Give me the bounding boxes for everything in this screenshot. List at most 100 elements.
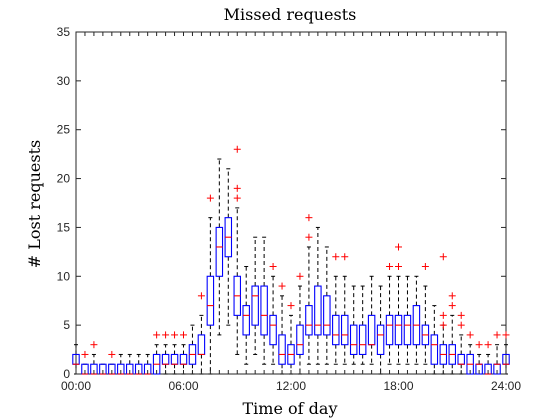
outlier-marker [81,350,89,358]
iqr-box [403,314,412,346]
y-tick-label: 15 [57,220,71,234]
box-group [224,168,233,326]
iqr-box [340,314,349,346]
iqr-box [260,285,268,336]
y-axis-label: # Lost requests [25,140,44,268]
box-group [466,331,474,375]
outlier-marker [287,302,295,310]
iqr-box [305,305,313,336]
outlier-marker [439,311,447,319]
y-tick-label: 30 [57,74,71,88]
y-tick-label: 5 [63,318,70,332]
outlier-marker [484,341,492,349]
iqr-box [278,334,286,365]
iqr-box [376,324,385,356]
box-group [349,285,358,365]
outlier-marker [332,253,340,261]
outlier-marker [233,194,241,202]
outlier-marker [278,282,286,290]
outlier-marker [162,331,170,339]
outlier-marker [341,253,349,261]
outlier-marker [180,331,187,339]
outlier-marker [421,263,429,271]
x-tick-label: 24:00 [491,379,521,393]
y-tick-label: 20 [57,172,71,186]
box-group [305,214,313,365]
box-group [385,263,394,365]
outlier-marker [296,272,304,280]
outlier-marker [171,331,179,339]
outlier-marker [502,331,510,339]
iqr-box [242,305,250,336]
box-group [457,311,465,375]
iqr-box [385,314,394,346]
box-group [323,246,331,365]
outlier-marker [305,233,313,241]
outlier-marker [457,311,465,319]
outlier-marker [153,331,161,339]
outlier-marker [305,214,313,222]
outlier-marker [233,184,241,192]
iqr-box [296,324,304,356]
box-group [367,275,376,365]
iqr-box [430,334,439,365]
box-group [206,194,215,375]
iqr-box [269,314,277,346]
iqr-box [394,314,403,346]
iqr-box [332,314,340,346]
iqr-box [358,324,367,356]
outlier-marker [386,263,394,271]
box-group [314,226,322,365]
box-group [430,305,439,375]
outlier-marker [466,331,474,339]
box-group [403,275,412,365]
outlier-marker [448,292,456,300]
outlier-marker [493,331,501,339]
box-group [215,158,224,336]
box-group [394,243,403,365]
outlier-marker [90,341,98,349]
iqr-box [215,226,224,277]
box-group [332,253,340,365]
iqr-box [251,285,259,326]
box-group [242,266,250,365]
x-tick-label: 06:00 [168,379,198,393]
outlier-marker [269,263,277,271]
box-group [233,145,242,355]
outlier-marker [439,321,447,329]
outlier-marker [448,302,456,310]
outlier-marker [457,321,465,329]
y-tick-label: 25 [57,123,71,137]
x-tick-label: 12:00 [276,379,306,393]
outlier-marker [475,341,483,349]
y-tick-label: 35 [57,25,71,39]
x-axis-label: Time of day [243,399,338,418]
box-group [260,236,268,365]
chart-title: Missed requests [224,5,357,24]
y-tick-label: 0 [63,367,70,381]
box-group [269,263,277,365]
iqr-box [349,324,358,356]
x-tick-label: 00:00 [61,379,91,393]
box-group [439,253,448,375]
y-tick-label: 10 [57,269,71,283]
outlier-marker [108,350,116,358]
outlier-marker [395,263,402,271]
x-axis-ticks: 00:00 06:00 12:00 18:00 24:00 [61,32,521,393]
box-group [358,285,367,365]
outlier-marker [439,253,447,261]
outlier-marker [197,292,205,300]
outlier-marker [233,145,241,153]
y-axis-ticks: 0 5 10 15 20 25 30 35 [57,25,506,381]
outlier-marker [206,194,214,202]
box-group [412,275,421,365]
box-group [421,263,430,365]
box-group [251,236,259,355]
iqr-box [323,295,331,336]
outlier-marker [395,243,402,251]
box-group [340,253,349,365]
iqr-box [206,275,215,326]
plot-area [72,31,510,375]
iqr-box [314,285,322,336]
